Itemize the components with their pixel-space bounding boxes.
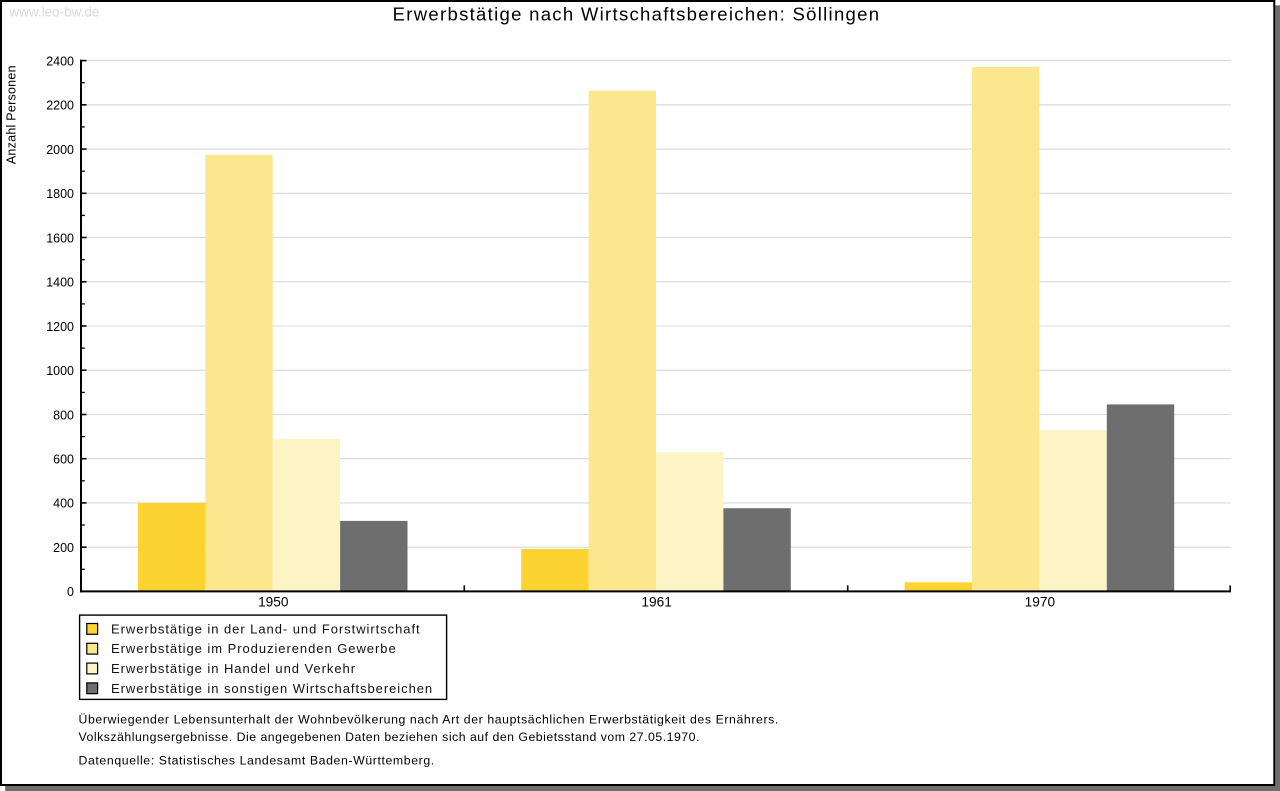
svg-text:Datenquelle: Statistisches Lan: Datenquelle: Statistisches Landesamt Bad…: [79, 753, 435, 767]
svg-text:200: 200: [53, 541, 74, 555]
svg-text:1600: 1600: [46, 231, 74, 245]
svg-text:400: 400: [53, 497, 74, 511]
svg-text:Anzahl Personen: Anzahl Personen: [5, 65, 19, 164]
svg-text:2000: 2000: [46, 143, 74, 157]
svg-text:Erwerbstätige in sonstigen Wir: Erwerbstätige in sonstigen Wirtschaftsbe…: [111, 681, 433, 696]
svg-text:Erwerbstätige nach Wirtschafts: Erwerbstätige nach Wirtschaftsbereichen:…: [393, 4, 881, 25]
svg-text:2400: 2400: [46, 54, 74, 68]
svg-text:600: 600: [53, 453, 74, 467]
svg-text:1970: 1970: [1025, 594, 1056, 609]
svg-text:1000: 1000: [46, 364, 74, 378]
svg-text:0: 0: [67, 585, 74, 599]
svg-text:1950: 1950: [258, 594, 289, 609]
svg-text:Erwerbstätige im Produzierende: Erwerbstätige im Produzierenden Gewerbe: [111, 641, 397, 656]
svg-text:1400: 1400: [46, 276, 74, 290]
svg-text:2200: 2200: [46, 99, 74, 113]
svg-text:800: 800: [53, 408, 74, 422]
svg-text:1800: 1800: [46, 187, 74, 201]
svg-text:Erwerbstätige in der Land- und: Erwerbstätige in der Land- und Forstwirt…: [111, 621, 421, 636]
svg-text:1961: 1961: [641, 594, 671, 609]
svg-text:Volkszählungsergebnisse. Die a: Volkszählungsergebnisse. Die angegebenen…: [79, 730, 700, 744]
svg-text:Überwiegender Lebensunterhalt: Überwiegender Lebensunterhalt der Wohnbe…: [79, 712, 779, 726]
svg-text:1200: 1200: [46, 320, 74, 334]
svg-text:www.leo-bw.de: www.leo-bw.de: [8, 4, 99, 19]
svg-text:Erwerbstätige in Handel und Ve: Erwerbstätige in Handel und Verkehr: [111, 661, 356, 676]
